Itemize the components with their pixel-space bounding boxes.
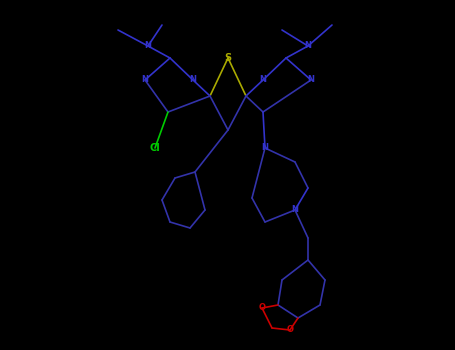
Text: S: S bbox=[224, 53, 232, 63]
Text: N: N bbox=[259, 76, 267, 84]
Text: N: N bbox=[189, 76, 197, 84]
Text: N: N bbox=[308, 76, 314, 84]
Text: N: N bbox=[262, 144, 268, 153]
Text: O: O bbox=[258, 303, 266, 313]
Text: N: N bbox=[145, 42, 152, 50]
Text: N: N bbox=[142, 76, 148, 84]
Text: N: N bbox=[292, 205, 298, 215]
Text: O: O bbox=[287, 326, 293, 335]
Text: N: N bbox=[304, 42, 312, 50]
Text: Cl: Cl bbox=[150, 143, 160, 153]
